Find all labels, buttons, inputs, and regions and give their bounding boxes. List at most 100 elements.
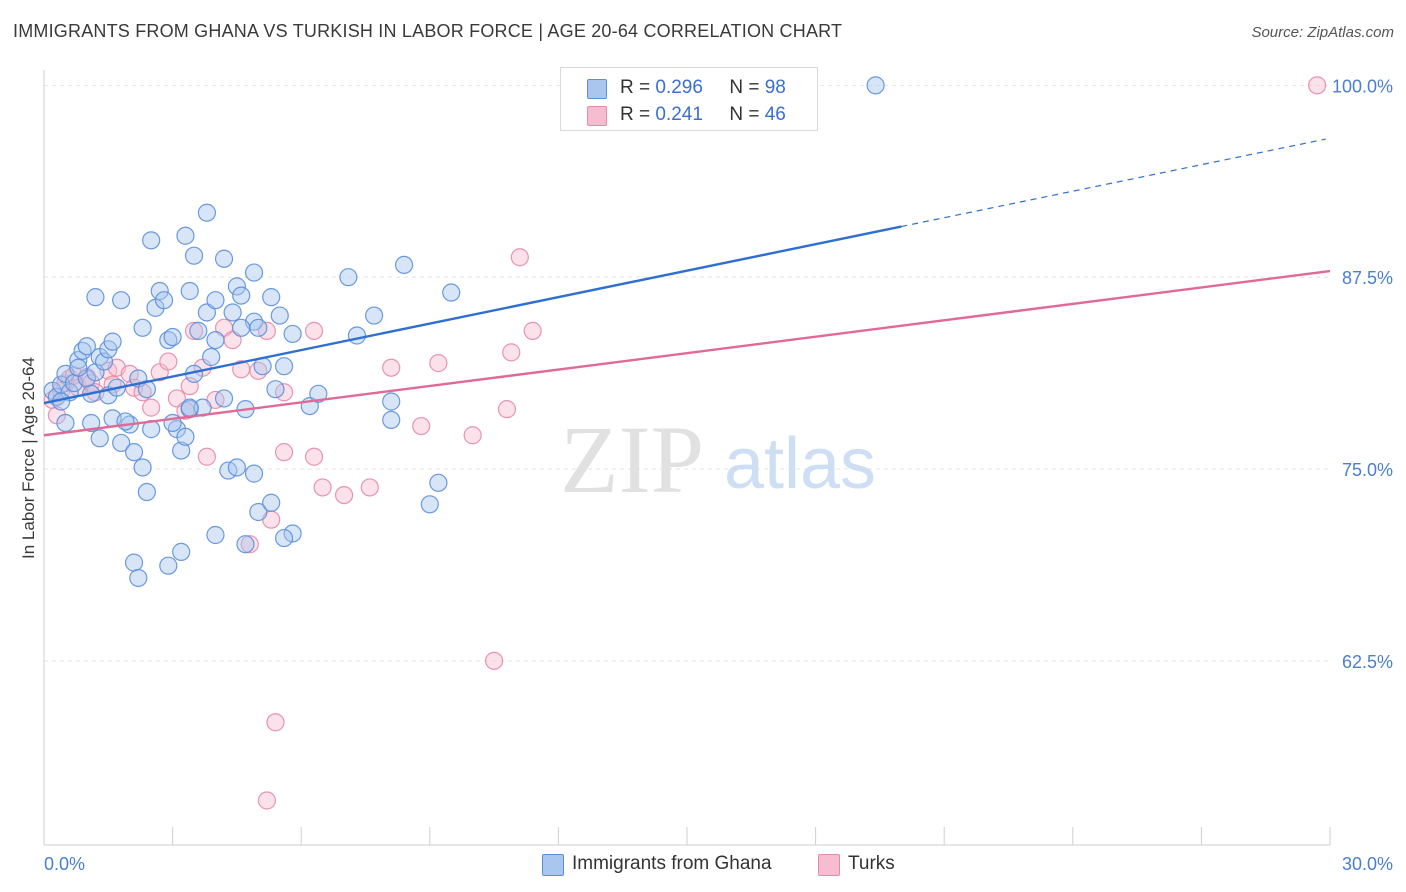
y-tick-label: 87.5% — [1342, 268, 1393, 288]
ghana-point — [223, 303, 242, 322]
ghana-point — [69, 350, 88, 370]
ghana-point — [382, 410, 401, 430]
ghana-point — [176, 427, 195, 446]
ghana-point — [227, 458, 246, 477]
ghana-point — [429, 473, 448, 492]
ghana-point — [270, 306, 289, 325]
ghana-point — [124, 553, 144, 572]
turks-point — [197, 447, 216, 466]
ghana-point — [116, 412, 135, 431]
ghana-point — [112, 291, 131, 310]
turks-point — [274, 443, 294, 462]
turks-point — [463, 426, 482, 445]
ghana-point — [382, 392, 401, 411]
legend-swatch-ghana — [542, 854, 564, 876]
y-tick-labels: 62.5% 75.0% 87.5% 100.0% — [1332, 76, 1393, 671]
ghana-point — [274, 528, 294, 548]
chart-title: IMMIGRANTS FROM GHANA VS TURKISH IN LABO… — [13, 21, 843, 41]
turks-point — [304, 447, 324, 466]
legend-r-value-turks: 0.241 — [655, 104, 703, 125]
ghana-point — [129, 568, 148, 588]
legend-n-value-turks: 46 — [764, 104, 786, 125]
legend-n-value-ghana: 98 — [764, 77, 786, 98]
x-tick-label: 0.0% — [44, 854, 85, 874]
ghana-point — [206, 330, 225, 350]
ghana-point — [154, 291, 174, 310]
ghana-point — [232, 318, 251, 337]
ghana-point — [232, 286, 251, 305]
legend-n-label: N = — [729, 77, 760, 98]
ghana-point — [142, 231, 161, 250]
turks-point — [429, 354, 448, 373]
x-tick-labels: 0.0% 30.0% — [44, 854, 1393, 874]
turks-point — [485, 651, 504, 670]
ghana-point — [133, 318, 152, 337]
ghana-point — [283, 324, 302, 344]
ghana-point — [163, 327, 182, 347]
turks-point — [159, 352, 178, 371]
ghana-point — [112, 433, 131, 453]
ghana-point — [56, 413, 75, 433]
ghana-point — [172, 542, 191, 561]
ghana-point — [394, 255, 414, 275]
ghana-point — [180, 281, 199, 301]
turks-point — [1308, 76, 1327, 95]
ghana-trend-line — [43, 225, 902, 405]
ghana-point — [172, 441, 191, 460]
ghana-point — [159, 556, 178, 575]
stats-legend: R = 0.296 N = 98 R = 0.241 N = 46 — [560, 67, 818, 131]
watermark: ZIP atlas — [560, 406, 876, 513]
turks-point — [304, 321, 324, 340]
ghana-point — [77, 337, 96, 356]
turks-point — [167, 389, 186, 408]
ghana-point — [249, 502, 268, 522]
ghana-point — [364, 306, 384, 325]
ghana-point — [202, 347, 221, 367]
ghana-point — [420, 495, 439, 514]
watermark-atlas: atlas — [724, 424, 876, 504]
ghana-points — [43, 76, 885, 588]
ghana-point — [197, 303, 216, 322]
turks-point — [313, 478, 332, 497]
ghana-point — [206, 525, 225, 545]
legend-swatch-turks — [818, 854, 840, 876]
ghana-point — [137, 482, 156, 502]
turks-point — [266, 713, 285, 732]
turks-point — [240, 535, 259, 554]
ghana-point — [283, 524, 302, 543]
turks-point — [523, 321, 542, 340]
ghana-point — [176, 226, 195, 245]
ghana-point — [197, 203, 216, 222]
ghana-trend-extension — [901, 138, 1326, 228]
y-tick-label: 75.0% — [1342, 460, 1393, 480]
turks-point — [334, 485, 354, 505]
y-tick-label: 100.0% — [1332, 76, 1393, 96]
ghana-point — [69, 358, 88, 377]
turks-point — [502, 343, 521, 362]
ghana-point — [262, 288, 281, 307]
x-tick-label: 30.0% — [1342, 854, 1393, 874]
ghana-point — [90, 429, 109, 448]
axes — [43, 70, 1331, 846]
legend-r-value-ghana: 0.296 — [655, 77, 703, 98]
ghana-point — [236, 535, 255, 554]
turks-point — [497, 400, 517, 419]
y-axis-label: In Labor Force | Age 20-64 — [19, 357, 38, 559]
turks-point — [120, 364, 139, 383]
ghana-point — [244, 263, 264, 282]
turks-point — [412, 416, 431, 436]
legend-swatch-ghana — [587, 79, 607, 99]
y-tick-label: 62.5% — [1342, 652, 1393, 672]
turks-point — [510, 248, 529, 267]
turks-point — [360, 478, 379, 497]
ghana-point — [214, 389, 234, 408]
ghana-point — [133, 458, 152, 477]
ghana-point — [866, 76, 885, 95]
ghana-point — [189, 321, 208, 340]
ghana-point — [82, 413, 101, 433]
ghana-point — [266, 380, 285, 399]
ghana-point — [227, 277, 246, 296]
ghana-point — [206, 291, 225, 310]
ghana-point — [262, 493, 281, 512]
